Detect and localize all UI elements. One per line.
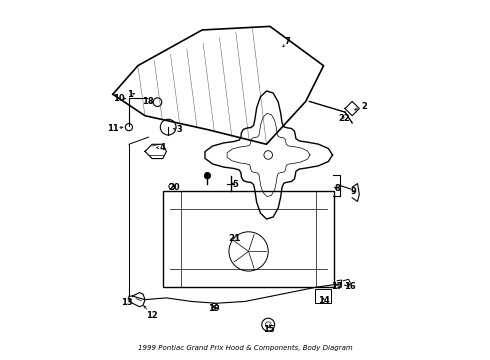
Text: 6: 6 [204,172,210,181]
Text: 3: 3 [176,125,182,134]
Text: 15: 15 [264,325,275,334]
Text: 1999 Pontiac Grand Prix Hood & Components, Body Diagram: 1999 Pontiac Grand Prix Hood & Component… [138,345,352,351]
Text: 18: 18 [142,97,154,106]
Bar [163,191,334,287]
Text: 17: 17 [331,282,343,291]
Text: 16: 16 [344,282,356,291]
Bar [315,289,331,303]
Text: 5: 5 [232,180,238,189]
Text: 13: 13 [121,298,132,307]
Text: 12: 12 [146,311,158,320]
Text: 19: 19 [208,304,220,313]
Text: 1: 1 [127,90,133,99]
Text: 14: 14 [318,296,329,305]
Text: 10: 10 [114,94,125,103]
Text: 7: 7 [284,37,290,46]
Text: 22: 22 [339,114,350,123]
Text: 9: 9 [351,187,357,196]
Text: 2: 2 [361,102,367,111]
Text: 4: 4 [159,143,165,152]
Text: 21: 21 [228,234,241,243]
Text: 11: 11 [107,124,119,133]
Circle shape [205,173,210,179]
Text: 8: 8 [334,184,340,193]
Text: 20: 20 [169,183,180,192]
